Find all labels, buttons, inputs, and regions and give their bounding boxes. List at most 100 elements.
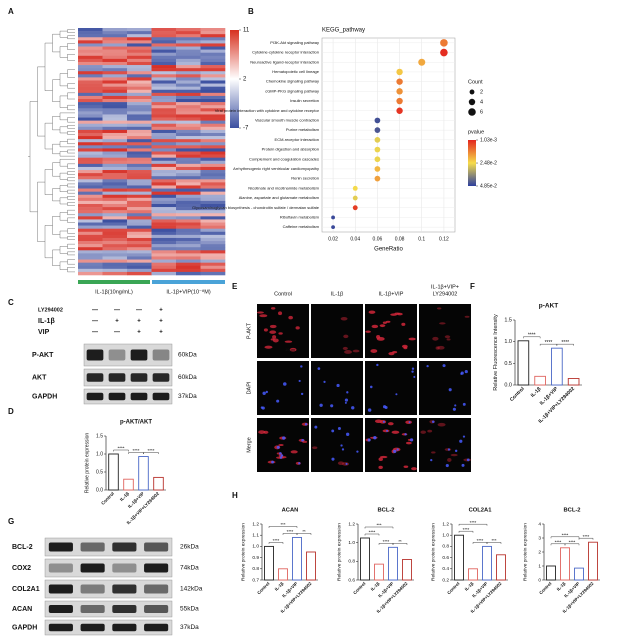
heatmap-cell xyxy=(151,65,177,69)
heatmap-cell xyxy=(176,173,201,177)
heatmap-cell xyxy=(78,197,103,202)
nucleus xyxy=(344,401,347,404)
heatmap-cell xyxy=(176,37,201,41)
nucleus xyxy=(442,364,446,368)
cell-signal xyxy=(388,351,395,356)
heatmap-cell xyxy=(176,166,201,171)
significance-label: *** xyxy=(491,538,496,543)
nucleus xyxy=(367,408,372,412)
heatmap-cell xyxy=(127,191,152,196)
heatmap-cell xyxy=(200,89,226,94)
heatmap-cell xyxy=(176,213,201,217)
dendrogram xyxy=(67,125,75,129)
heatmap-cell xyxy=(102,244,128,248)
nucleus xyxy=(386,429,389,432)
heatmap-cell xyxy=(78,225,103,229)
bar xyxy=(360,537,370,581)
dendrogram xyxy=(52,116,60,131)
heatmap-cell xyxy=(200,160,226,165)
heatmap-cell xyxy=(127,203,152,208)
nucleus xyxy=(373,436,377,440)
heatmap-cell xyxy=(151,268,177,273)
heatmap-cell xyxy=(176,253,201,257)
micrograph xyxy=(365,418,417,472)
heatmap-cell xyxy=(78,244,103,248)
heatmap-cell xyxy=(78,80,103,84)
heatmap-cell xyxy=(176,49,201,53)
colorbar-label: 1.03e-3 xyxy=(480,137,497,143)
band-label: GAPDH xyxy=(12,624,37,631)
cell-signal xyxy=(447,458,452,462)
heatmap-cell xyxy=(200,55,226,60)
heatmap-cell xyxy=(127,213,152,217)
heatmap-cell xyxy=(78,247,103,251)
blot-band xyxy=(80,542,105,552)
nucleus xyxy=(280,454,284,457)
heatmap-cell xyxy=(151,28,177,32)
group-bar xyxy=(152,280,225,284)
heatmap-cell xyxy=(102,105,128,109)
nucleus xyxy=(276,445,280,449)
heatmap-cell xyxy=(151,108,177,112)
heatmap-cell xyxy=(78,61,103,66)
x-tick-label: IL-1β xyxy=(119,491,130,502)
heatmap-cell xyxy=(102,213,128,217)
nucleus xyxy=(426,364,429,368)
dot xyxy=(440,39,448,47)
heatmap-cell xyxy=(200,228,226,233)
heatmap-cell xyxy=(102,271,128,276)
dendrogram xyxy=(44,169,53,195)
band-label: P-AKT xyxy=(32,352,54,359)
nucleus xyxy=(466,458,470,462)
heatmap-cell xyxy=(176,207,201,211)
blot-band xyxy=(112,623,137,632)
heatmap-cell xyxy=(78,222,103,226)
cell-signal xyxy=(379,455,388,459)
significance-label: ** xyxy=(398,539,402,544)
heatmap-cell xyxy=(151,256,177,260)
heatmap-cell xyxy=(102,228,128,233)
bar xyxy=(374,563,384,581)
heatmap-cell xyxy=(176,191,201,196)
y-tick-label: 0.5 xyxy=(504,361,512,367)
cell-signal xyxy=(259,314,268,318)
heatmap-cell xyxy=(102,136,128,140)
y-tick-label: 1.2 xyxy=(348,521,355,527)
heatmap-cell xyxy=(78,123,103,128)
cell-signal xyxy=(289,347,297,352)
heatmap-cell xyxy=(151,123,177,128)
heatmap-cell xyxy=(151,139,177,143)
significance-bracket xyxy=(523,336,541,339)
heatmap-cell xyxy=(102,52,128,57)
heatmap-cell xyxy=(151,182,177,186)
category-label: Riboflavin metabolism xyxy=(280,215,320,220)
heatmap-cell xyxy=(151,105,177,109)
cell-signal xyxy=(390,313,398,316)
category-label: Cytokine-cytokine receptor interaction xyxy=(252,50,319,55)
significance-label: **** xyxy=(545,340,553,346)
heatmap-cell xyxy=(102,234,128,239)
heatmap-cell xyxy=(176,126,201,131)
heatmap-cell xyxy=(200,40,226,44)
dot xyxy=(374,127,381,134)
column-header: IL-1β+VIP xyxy=(379,291,404,297)
panel-letter: H xyxy=(232,491,238,500)
heatmap-cell xyxy=(127,265,152,270)
heatmap-cell xyxy=(127,259,152,263)
significance-bracket xyxy=(268,542,284,544)
heatmap-cell xyxy=(176,71,201,75)
row-label: P-AKT xyxy=(246,322,252,339)
blot-band xyxy=(144,605,169,613)
heatmap-cell xyxy=(78,271,103,276)
y-axis-label: Relative protein expression xyxy=(240,523,246,581)
heatmap-cell xyxy=(151,77,177,81)
heatmap-cell xyxy=(151,120,177,125)
heatmap-cell xyxy=(151,213,177,217)
heatmap-cell xyxy=(176,117,201,121)
nucleus xyxy=(408,421,411,424)
heatmap-cell xyxy=(102,268,128,273)
heatmap-cell xyxy=(200,256,226,260)
category-label: Alanine, aspartate and glutamate metabol… xyxy=(239,195,320,200)
blot-band xyxy=(48,584,73,594)
heatmap-cell xyxy=(102,203,128,208)
